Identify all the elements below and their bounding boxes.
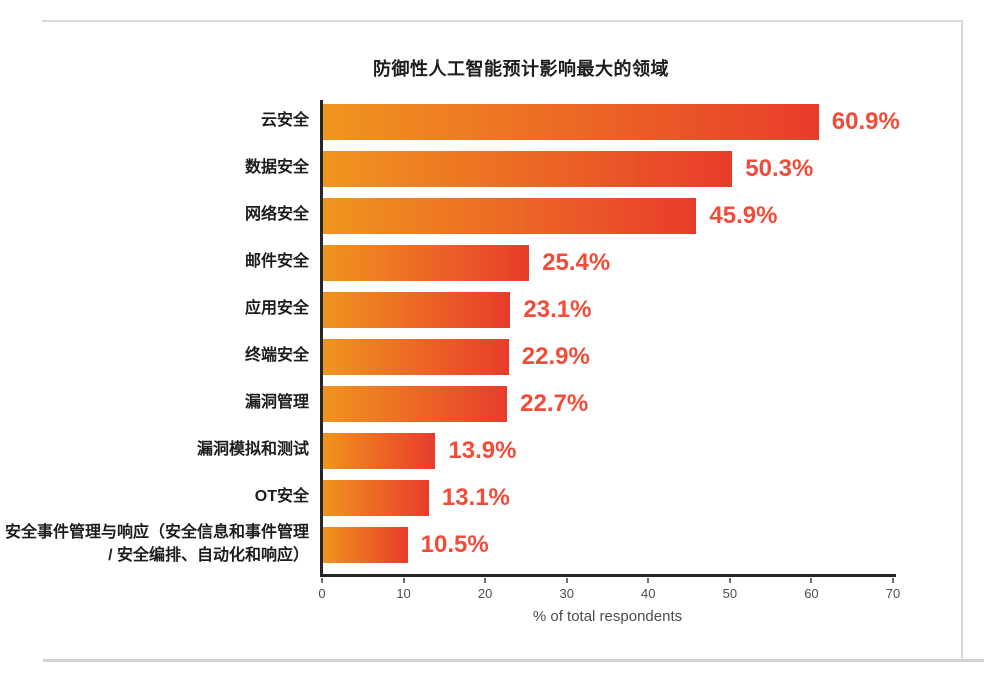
bar-row: 邮件安全 25.4% <box>0 239 893 286</box>
bar-row: 终端安全 22.9% <box>0 333 893 380</box>
bar-row: 网络安全 45.9% <box>0 192 893 239</box>
x-axis-tick-mark <box>728 578 731 583</box>
x-axis-tick-label: 30 <box>559 586 574 601</box>
bar <box>322 150 733 187</box>
y-axis-line <box>320 100 323 577</box>
category-label: OT安全 <box>254 488 309 506</box>
chart-title: 防御性人工智能预计影响最大的领域 <box>373 59 669 79</box>
bar <box>322 432 436 469</box>
bar-row: 漏洞模拟和测试 13.9% <box>0 427 893 474</box>
bar <box>322 103 819 140</box>
x-axis-line <box>320 574 896 577</box>
bar <box>322 385 508 422</box>
bar-row: 数据安全 50.3% <box>0 145 893 192</box>
value-label: 50.3% <box>745 154 814 182</box>
value-label: 22.7% <box>520 389 589 417</box>
value-label: 23.1% <box>523 295 592 323</box>
x-axis-tick-mark <box>321 578 323 583</box>
category-label: 漏洞模拟和测试 <box>196 441 309 459</box>
x-axis-tick-label: 40 <box>641 586 656 601</box>
x-axis-tick-mark <box>484 578 487 583</box>
bar-track: 60.9% <box>322 103 900 140</box>
bar-row: OT安全 13.1% <box>0 474 893 521</box>
x-axis-tick-label: 70 <box>885 586 901 601</box>
category-label: 安全事件管理与响应（安全信息和事件管理 / 安全编排、自动化和响应） <box>4 524 309 564</box>
category-label: 应用安全 <box>244 300 309 318</box>
x-axis-ticks: 0 10 20 30 40 50 60 70 <box>318 577 900 603</box>
bar-row: 云安全 60.9% <box>0 98 900 145</box>
bar-track: 10.5% <box>322 526 893 563</box>
bar-track: 23.1% <box>322 291 893 328</box>
category-label: 云安全 <box>260 112 309 130</box>
x-axis-tick-label: 10 <box>396 586 411 601</box>
x-axis-tick-mark <box>810 578 813 583</box>
bar <box>322 291 511 328</box>
x-axis-tick-mark <box>402 578 405 583</box>
bar <box>322 526 408 563</box>
chart-rows: 云安全 60.9% 数据安全 50.3% 网络安全 45.9% 邮件安全 25.… <box>0 98 900 568</box>
value-label: 10.5% <box>420 530 489 558</box>
x-axis-tick-label: 60 <box>804 586 819 601</box>
category-label: 终端安全 <box>244 347 309 365</box>
category-label: 数据安全 <box>244 159 309 177</box>
x-axis-tick-label: 0 <box>318 586 326 601</box>
bar-track: 22.7% <box>322 385 893 422</box>
value-label: 25.4% <box>542 248 611 276</box>
value-label: 13.9% <box>448 436 517 464</box>
x-axis-label: % of total respondents <box>532 608 683 625</box>
x-axis-tick-label: 50 <box>722 586 738 601</box>
bar <box>322 338 509 375</box>
bar-row: 应用安全 23.1% <box>0 286 893 333</box>
bar-track: 22.9% <box>322 338 893 375</box>
category-label: 网络安全 <box>244 206 309 224</box>
x-axis-tick-mark <box>647 578 650 583</box>
page-frame-top-border <box>42 20 963 22</box>
category-label: 邮件安全 <box>244 253 309 271</box>
bar-track: 13.1% <box>322 479 893 516</box>
x-axis-tick-label: 20 <box>477 586 493 601</box>
value-label: 60.9% <box>831 107 900 135</box>
page-frame-bottom-border <box>43 659 984 662</box>
value-label: 45.9% <box>709 201 778 229</box>
bar <box>322 197 697 234</box>
bar-row: 漏洞管理 22.7% <box>0 380 893 427</box>
bar <box>322 244 530 281</box>
page-frame-right-border <box>961 20 963 661</box>
bar-track: 50.3% <box>322 150 893 187</box>
value-label: 13.1% <box>441 483 510 511</box>
bar-row: 安全事件管理与响应（安全信息和事件管理 / 安全编排、自动化和响应） 10.5% <box>0 521 893 568</box>
category-label: 漏洞管理 <box>244 394 309 412</box>
value-label: 22.9% <box>521 342 590 370</box>
bar <box>322 479 429 516</box>
bar-track: 13.9% <box>322 432 893 469</box>
bar-track: 45.9% <box>322 197 893 234</box>
bar-track: 25.4% <box>322 244 893 281</box>
x-axis-tick-mark <box>892 578 894 583</box>
x-axis-tick-mark <box>565 578 568 583</box>
